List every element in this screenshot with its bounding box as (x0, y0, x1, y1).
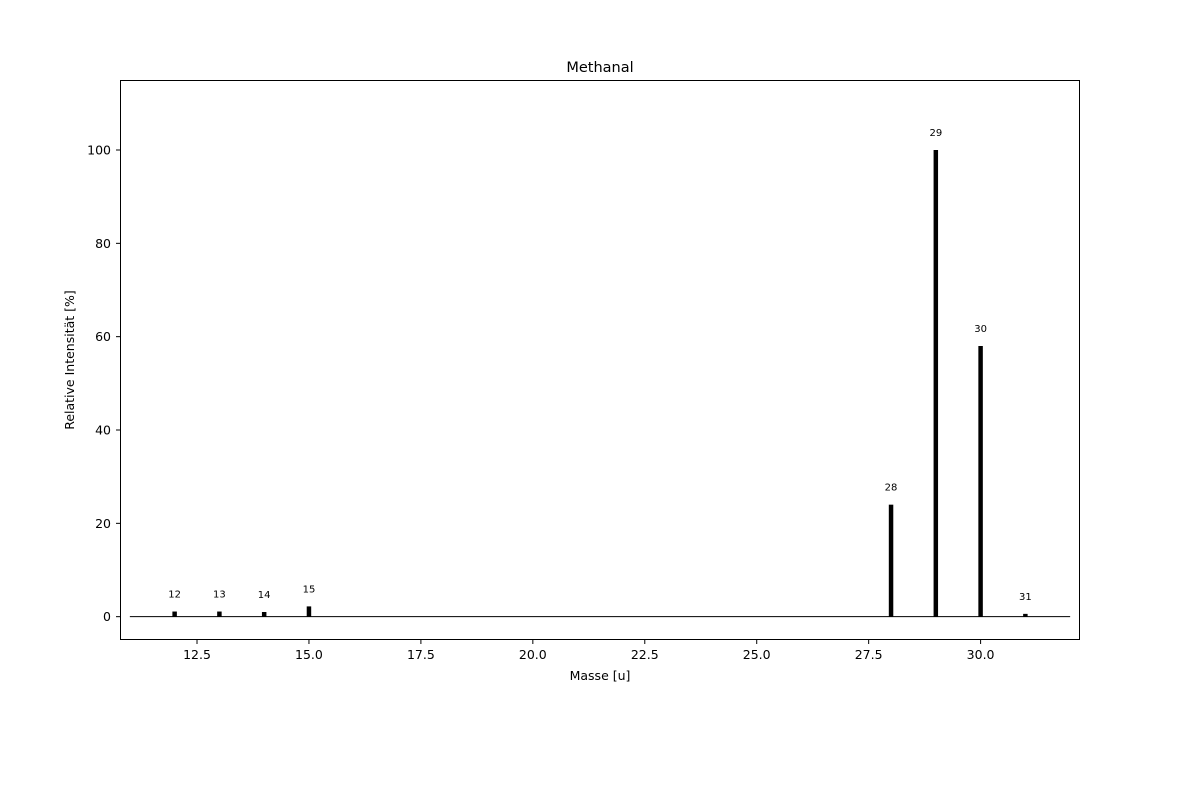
y-tick-label: 40 (95, 423, 111, 438)
y-tick-label: 80 (95, 236, 111, 251)
x-tick-label: 27.5 (855, 647, 883, 662)
data-label-m15: 15 (303, 584, 316, 595)
x-tick-label: 30.0 (967, 647, 995, 662)
chart-title: Methanal (566, 60, 633, 76)
bar-m12 (172, 611, 177, 617)
x-tick-label: 15.0 (295, 647, 323, 662)
plot-frame (120, 80, 1080, 640)
bar-m31 (1023, 613, 1028, 617)
data-label-m13: 13 (213, 590, 226, 601)
x-axis-label: Masse [u] (570, 668, 631, 683)
data-label-m14: 14 (258, 590, 271, 601)
x-tick-label: 25.0 (743, 647, 771, 662)
data-label-m31: 31 (1019, 592, 1032, 603)
data-label-m30: 30 (974, 324, 987, 335)
y-tick-label: 60 (95, 329, 111, 344)
x-tick-label: 22.5 (631, 647, 659, 662)
bar-m29 (933, 150, 939, 617)
x-tick-label: 17.5 (407, 647, 435, 662)
y-tick-label: 0 (103, 609, 111, 624)
data-label-m28: 28 (885, 483, 898, 494)
y-axis-label: Relative Intensität [%] (62, 290, 77, 430)
y-tick-label: 20 (95, 516, 111, 531)
bar-m14 (261, 612, 267, 617)
bar-m28 (888, 504, 894, 617)
bar-m13 (217, 611, 222, 617)
x-tick-label: 12.5 (183, 647, 211, 662)
data-label-m29: 29 (929, 128, 942, 139)
data-label-m12: 12 (168, 590, 181, 601)
y-tick-label: 100 (87, 143, 111, 158)
x-tick-label: 20.0 (519, 647, 547, 662)
bar-m30 (978, 346, 983, 617)
bar-m15 (306, 606, 312, 617)
